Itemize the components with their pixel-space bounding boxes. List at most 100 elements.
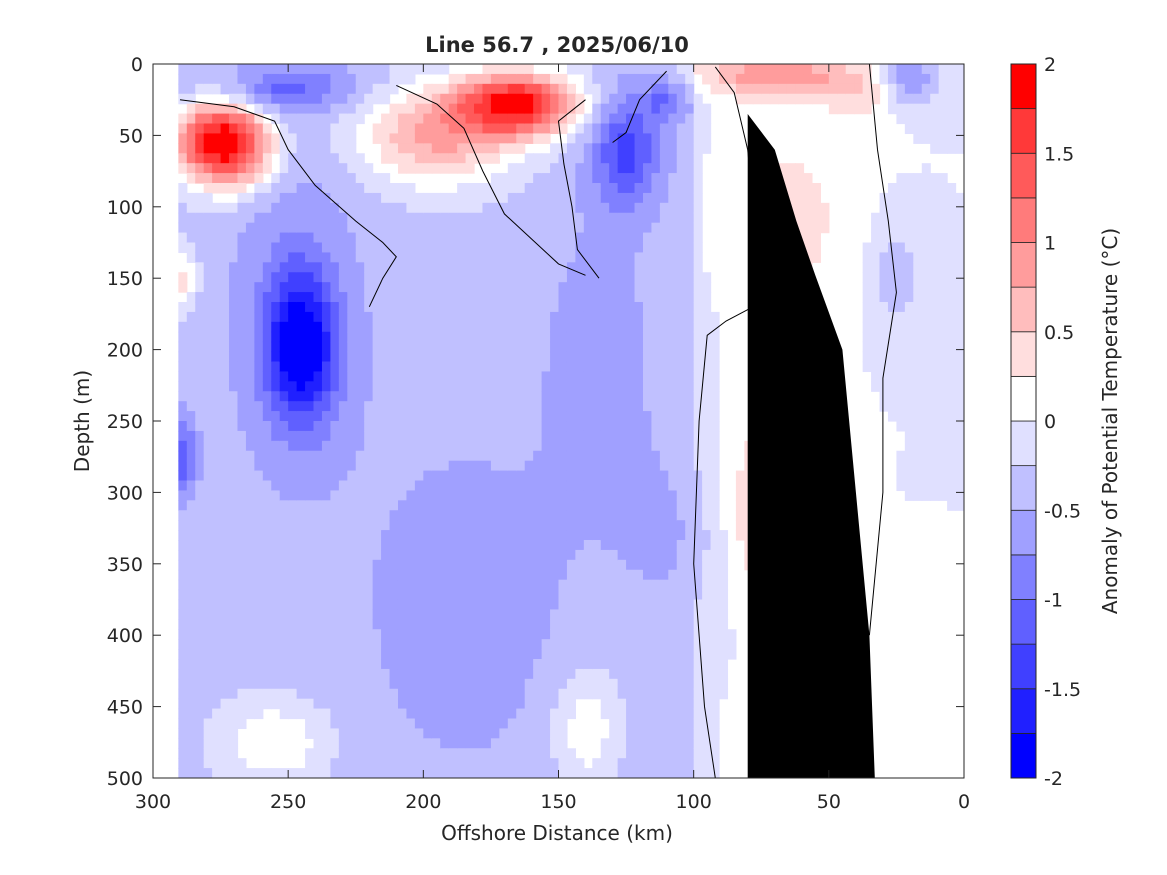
field-cell: [659, 758, 669, 769]
field-cell: [871, 212, 881, 224]
field-cell: [609, 321, 619, 333]
field-cell: [583, 153, 593, 164]
field-cell: [558, 728, 568, 739]
field-cell: [220, 391, 230, 402]
field-cell: [676, 252, 686, 263]
field-cell: [338, 331, 348, 343]
field-cell: [347, 202, 357, 214]
field-cell: [313, 411, 323, 422]
field-cell: [550, 599, 560, 611]
field-cell: [457, 698, 467, 710]
field-cell: [558, 758, 568, 769]
field-cell: [507, 421, 517, 432]
field-cell: [440, 282, 450, 293]
field-cell: [642, 688, 653, 700]
field-cell: [634, 619, 644, 630]
field-cell: [558, 173, 568, 184]
field-cell: [448, 688, 458, 700]
field-cell: [279, 192, 289, 204]
field-cell: [288, 282, 298, 293]
field-cell: [448, 500, 458, 511]
field-cell: [254, 668, 264, 680]
field-cell: [313, 450, 323, 462]
field-cell: [904, 351, 914, 363]
field-cell: [220, 659, 230, 670]
field-cell: [203, 113, 213, 125]
field-cell: [245, 361, 255, 373]
field-cell: [321, 678, 332, 690]
field-cell: [702, 371, 712, 382]
field-cell: [778, 64, 788, 75]
field-cell: [262, 272, 272, 283]
field-cell: [482, 64, 492, 75]
field-cell: [617, 520, 627, 531]
field-cell: [397, 192, 408, 204]
field-cell: [305, 64, 315, 75]
field-cell: [279, 510, 289, 521]
field-cell: [220, 371, 230, 382]
field-cell: [237, 629, 247, 640]
field-cell: [431, 639, 441, 650]
field-cell: [338, 460, 348, 472]
field-cell: [465, 450, 475, 462]
field-cell: [533, 559, 543, 571]
field-cell: [431, 361, 441, 373]
field-cell: [397, 758, 408, 769]
field-cell: [600, 381, 610, 392]
field-cell: [550, 530, 560, 541]
field-cell: [550, 103, 560, 115]
field-cell: [609, 649, 619, 660]
field-cell: [541, 728, 551, 739]
field-cell: [474, 262, 484, 273]
field-cell: [676, 331, 686, 343]
field-cell: [651, 450, 661, 462]
field-cell: [592, 579, 602, 591]
field-cell: [448, 232, 458, 244]
field-cell: [685, 629, 695, 640]
field-cell: [178, 232, 188, 244]
field-cell: [541, 520, 551, 531]
field-cell: [178, 728, 188, 739]
field-cell: [347, 718, 357, 730]
field-cell: [457, 192, 467, 204]
field-cell: [296, 302, 306, 313]
field-cell: [296, 292, 306, 303]
field-cell: [372, 401, 382, 412]
field-cell: [195, 520, 205, 531]
field-cell: [381, 698, 391, 710]
field-cell: [735, 470, 745, 482]
field-cell: [600, 470, 610, 482]
field-cell: [668, 609, 678, 620]
field-cell: [642, 381, 653, 392]
field-cell: [516, 381, 526, 392]
field-cell: [676, 93, 686, 105]
field-cell: [279, 470, 289, 482]
field-cell: [490, 738, 500, 749]
field-cell: [389, 599, 399, 611]
field-cell: [642, 361, 653, 373]
field-cell: [642, 579, 653, 591]
field-cell: [372, 411, 382, 422]
field-cell: [583, 639, 593, 650]
field-cell: [414, 639, 424, 650]
field-cell: [668, 163, 678, 174]
field-cell: [583, 480, 593, 492]
field-cell: [634, 321, 644, 333]
field-cell: [811, 202, 821, 214]
field-cell: [668, 123, 678, 135]
field-cell: [288, 351, 298, 363]
field-cell: [803, 242, 813, 254]
field-cell: [617, 698, 627, 710]
field-cell: [448, 401, 458, 412]
field-cell: [220, 688, 230, 700]
field-cell: [279, 361, 289, 373]
field-cell: [465, 470, 475, 482]
field-cell: [330, 668, 340, 680]
field-cell: [245, 331, 255, 343]
field-cell: [609, 103, 619, 115]
field-cell: [245, 579, 255, 591]
field-cell: [254, 242, 264, 254]
field-cell: [229, 579, 239, 591]
field-cell: [245, 252, 255, 263]
field-cell: [634, 649, 644, 660]
